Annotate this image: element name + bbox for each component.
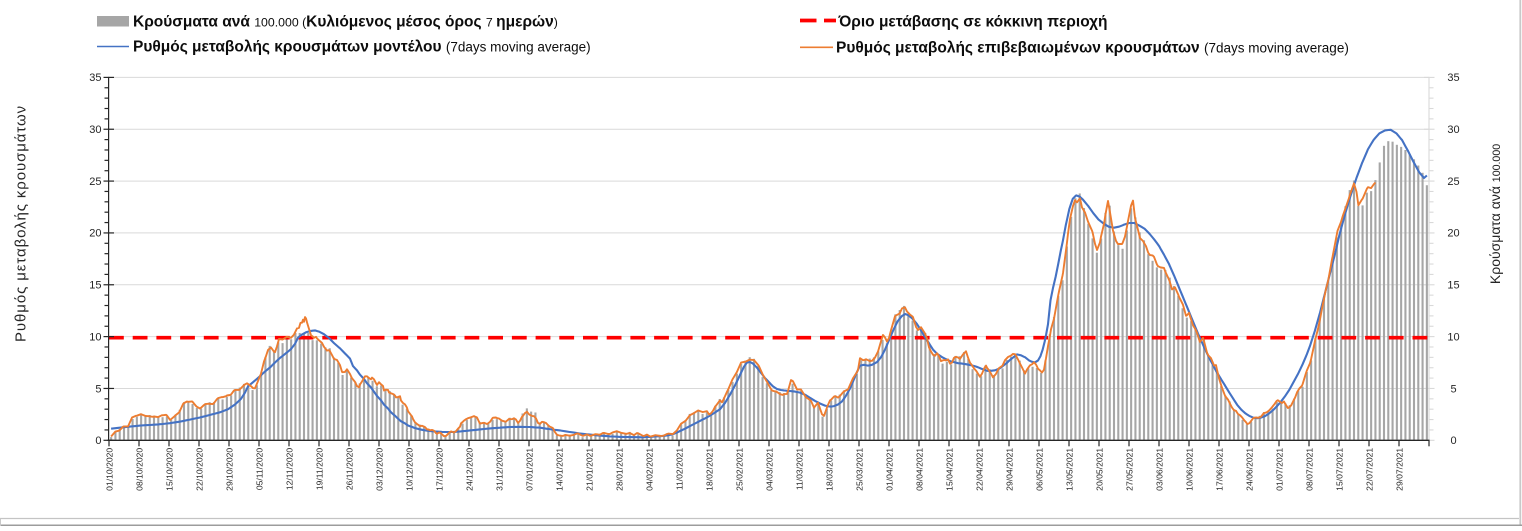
svg-text:35: 35 xyxy=(1447,72,1459,84)
svg-text:14/01/2021: 14/01/2021 xyxy=(555,448,565,491)
svg-text:19/11/2020: 19/11/2020 xyxy=(315,448,325,491)
svg-text:Ρυθμός μεταβολής κρουσμάτων μο: Ρυθμός μεταβολής κρουσμάτων μοντέλου (7d… xyxy=(133,39,591,56)
svg-text:Κρούσματα ανά 100.000 (Κυλιόμε: Κρούσματα ανά 100.000 (Κυλιόμενος μέσος … xyxy=(133,14,558,31)
svg-text:0: 0 xyxy=(95,435,101,447)
svg-text:10: 10 xyxy=(89,331,101,343)
svg-text:21/01/2021: 21/01/2021 xyxy=(585,448,595,491)
svg-text:Ρυθμός μεταβολής κρουσμάτων: Ρυθμός μεταβολής κρουσμάτων xyxy=(13,105,30,342)
svg-text:20: 20 xyxy=(1447,228,1459,240)
svg-text:15: 15 xyxy=(89,280,101,292)
svg-text:15/10/2020: 15/10/2020 xyxy=(165,448,175,491)
svg-text:29/04/2021: 29/04/2021 xyxy=(1005,448,1015,491)
svg-text:25: 25 xyxy=(89,176,101,188)
svg-text:08/07/2021: 08/07/2021 xyxy=(1305,448,1315,491)
svg-text:29/07/2021: 29/07/2021 xyxy=(1395,448,1405,491)
svg-text:29/10/2020: 29/10/2020 xyxy=(225,448,235,491)
svg-text:10/06/2021: 10/06/2021 xyxy=(1185,448,1195,491)
svg-text:27/05/2021: 27/05/2021 xyxy=(1125,448,1135,491)
svg-text:01/07/2021: 01/07/2021 xyxy=(1275,448,1285,491)
svg-text:28/01/2021: 28/01/2021 xyxy=(615,448,625,491)
svg-text:35: 35 xyxy=(89,72,101,84)
svg-text:18/02/2021: 18/02/2021 xyxy=(705,448,715,491)
svg-text:25/02/2021: 25/02/2021 xyxy=(735,448,745,491)
svg-text:31/12/2020: 31/12/2020 xyxy=(495,448,505,491)
svg-text:30: 30 xyxy=(1447,124,1459,136)
svg-text:03/06/2021: 03/06/2021 xyxy=(1155,448,1165,491)
svg-text:10: 10 xyxy=(1447,331,1459,343)
svg-text:20/05/2021: 20/05/2021 xyxy=(1095,448,1105,491)
svg-text:15/07/2021: 15/07/2021 xyxy=(1335,448,1345,491)
svg-text:22/04/2021: 22/04/2021 xyxy=(975,448,985,491)
svg-text:20: 20 xyxy=(89,228,101,240)
svg-text:12/11/2020: 12/11/2020 xyxy=(285,448,295,491)
svg-text:18/03/2021: 18/03/2021 xyxy=(825,448,835,491)
svg-text:04/02/2021: 04/02/2021 xyxy=(645,448,655,491)
svg-text:15/04/2021: 15/04/2021 xyxy=(945,448,955,491)
svg-text:07/01/2021: 07/01/2021 xyxy=(525,448,535,491)
svg-text:05/11/2020: 05/11/2020 xyxy=(255,448,265,491)
svg-text:24/12/2020: 24/12/2020 xyxy=(465,448,475,491)
svg-text:01/04/2021: 01/04/2021 xyxy=(885,448,895,491)
svg-text:Ρυθμός μεταβολής επιβεβαιωμένω: Ρυθμός μεταβολής επιβεβαιωμένων κρουσμάτ… xyxy=(836,39,1349,56)
svg-text:Όριο μετάβασης σε κόκκινη περι: Όριο μετάβασης σε κόκκινη περιοχή xyxy=(838,14,1108,31)
svg-text:Κρούσματα ανά 100.000: Κρούσματα ανά 100.000 xyxy=(1487,144,1503,284)
svg-text:17/06/2021: 17/06/2021 xyxy=(1215,448,1225,491)
svg-text:11/03/2021: 11/03/2021 xyxy=(795,448,805,491)
svg-text:22/10/2020: 22/10/2020 xyxy=(195,448,205,491)
svg-text:04/03/2021: 04/03/2021 xyxy=(765,448,775,491)
svg-text:15: 15 xyxy=(1447,280,1459,292)
svg-text:06/05/2021: 06/05/2021 xyxy=(1035,448,1045,491)
svg-text:08/10/2020: 08/10/2020 xyxy=(135,448,145,491)
svg-text:11/02/2021: 11/02/2021 xyxy=(675,448,685,491)
svg-text:0: 0 xyxy=(1450,435,1456,447)
svg-text:30: 30 xyxy=(89,124,101,136)
svg-text:08/04/2021: 08/04/2021 xyxy=(915,448,925,491)
svg-text:01/10/2020: 01/10/2020 xyxy=(105,448,115,491)
svg-text:25/03/2021: 25/03/2021 xyxy=(855,448,865,491)
svg-text:17/12/2020: 17/12/2020 xyxy=(435,448,445,491)
svg-text:10/12/2020: 10/12/2020 xyxy=(405,448,415,491)
svg-text:25: 25 xyxy=(1447,176,1459,188)
svg-text:5: 5 xyxy=(95,383,101,395)
svg-text:26/11/2020: 26/11/2020 xyxy=(345,448,355,491)
svg-text:22/07/2021: 22/07/2021 xyxy=(1365,448,1375,491)
svg-text:03/12/2020: 03/12/2020 xyxy=(375,448,385,491)
svg-text:24/06/2021: 24/06/2021 xyxy=(1245,448,1255,491)
svg-text:5: 5 xyxy=(1450,383,1456,395)
svg-text:13/05/2021: 13/05/2021 xyxy=(1065,448,1075,491)
